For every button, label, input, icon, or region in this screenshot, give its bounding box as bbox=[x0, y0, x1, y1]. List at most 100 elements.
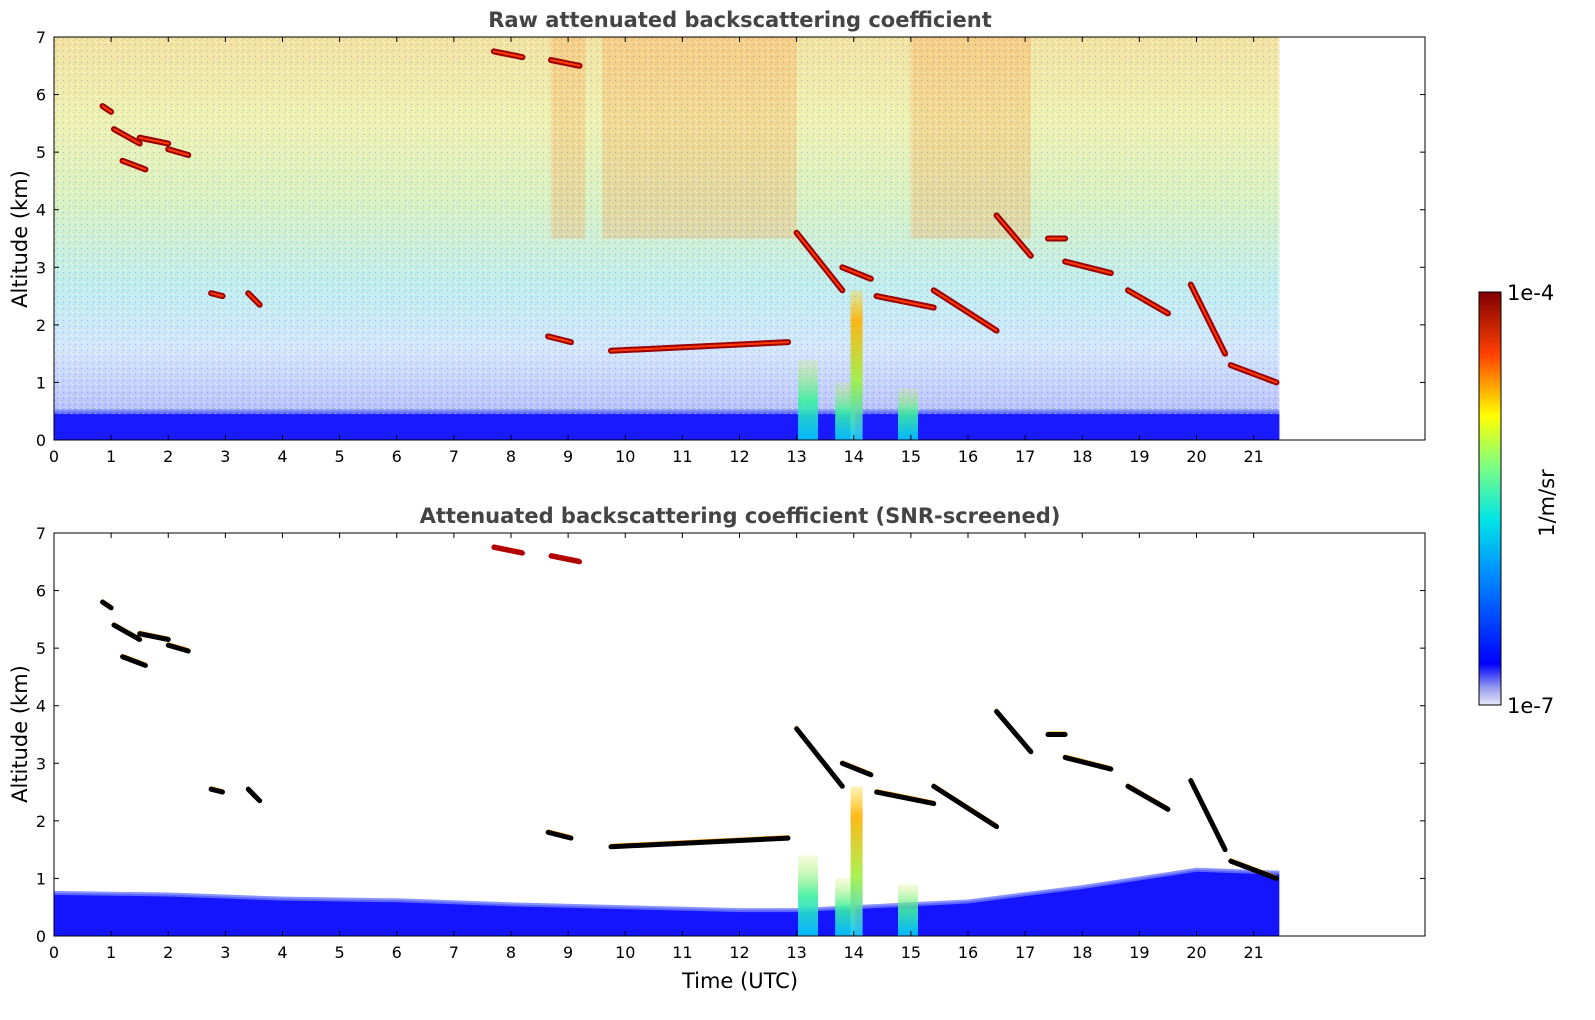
cloud-layer bbox=[208, 786, 226, 795]
snr-y-axis-label: Altitude (km) bbox=[8, 665, 32, 803]
cloud-layer bbox=[994, 708, 1034, 755]
aerosol-plume bbox=[798, 855, 819, 936]
x-tick-label: 9 bbox=[563, 447, 573, 466]
aerosol-plume bbox=[835, 878, 856, 936]
cloud-layer bbox=[608, 835, 791, 850]
x-tick-label: 12 bbox=[729, 447, 749, 466]
cloud-layer bbox=[120, 654, 148, 668]
x-tick-label: 8 bbox=[506, 447, 516, 466]
cloud-layer bbox=[1125, 783, 1171, 812]
y-tick-label: 5 bbox=[36, 639, 46, 658]
y-tick-label: 4 bbox=[36, 201, 46, 220]
surface-layer bbox=[54, 414, 1280, 440]
x-tick-label: 2 bbox=[163, 943, 173, 962]
cloud-layer-edge bbox=[1189, 283, 1227, 355]
x-tick-label: 19 bbox=[1129, 447, 1149, 466]
x-tick-label: 5 bbox=[335, 447, 345, 466]
noise-speckle bbox=[54, 37, 1280, 440]
y-tick-label: 3 bbox=[36, 754, 46, 773]
cloud-layer-edge bbox=[121, 159, 147, 171]
x-tick-label: 2 bbox=[163, 447, 173, 466]
cloud-layer-edge bbox=[609, 341, 790, 352]
aerosol-plume bbox=[898, 884, 919, 936]
cloud-layer-edge bbox=[247, 292, 261, 306]
x-tick-label: 11 bbox=[672, 447, 692, 466]
cloud-layer-edge bbox=[841, 266, 872, 280]
x-tick-label: 13 bbox=[786, 447, 806, 466]
x-tick-label: 3 bbox=[220, 447, 230, 466]
snr-panel-title: Attenuated backscattering coefficient (S… bbox=[420, 504, 1061, 528]
x-tick-label: 17 bbox=[1015, 447, 1035, 466]
x-tick-label: 5 bbox=[335, 943, 345, 962]
x-tick-label: 14 bbox=[844, 943, 864, 962]
cloud-layer bbox=[874, 789, 937, 807]
cloud-layer bbox=[794, 726, 845, 789]
x-tick-label: 12 bbox=[729, 943, 749, 962]
aerosol-plume bbox=[835, 382, 856, 440]
cloud-layer bbox=[491, 544, 525, 556]
colorbar-gradient bbox=[1478, 291, 1502, 706]
x-tick-label: 0 bbox=[49, 943, 59, 962]
cloud-layer-edge bbox=[492, 50, 524, 59]
x-tick-label: 15 bbox=[901, 447, 921, 466]
x-tick-label: 20 bbox=[1186, 943, 1206, 962]
cloud-layer-edge bbox=[549, 59, 581, 67]
x-tick-label: 4 bbox=[277, 447, 287, 466]
cloud-layer bbox=[137, 631, 171, 643]
x-tick-label: 20 bbox=[1186, 447, 1206, 466]
cloud-layer bbox=[1062, 755, 1114, 772]
x-tick-label: 6 bbox=[392, 943, 402, 962]
x-tick-label: 3 bbox=[220, 943, 230, 962]
x-tick-label: 16 bbox=[958, 447, 978, 466]
x-tick-label: 10 bbox=[615, 447, 635, 466]
cloud-layer-edge bbox=[167, 148, 190, 157]
cloud-layer bbox=[1228, 858, 1279, 881]
x-tick-label: 15 bbox=[901, 943, 921, 962]
x-tick-label: 16 bbox=[958, 943, 978, 962]
colorbar-max-label: 1e-4 bbox=[1507, 281, 1554, 305]
raw-panel-axes: 0 1 2 3 4 5 6 7 8 9 10 11 12 13 14 15 16 17 18 19 20 21012345… bbox=[36, 28, 1426, 466]
cloud-layer bbox=[548, 553, 583, 565]
y-tick-label: 7 bbox=[36, 524, 46, 543]
cloud-layer-edge bbox=[875, 295, 935, 309]
x-tick-label: 8 bbox=[506, 943, 516, 962]
cloud-layer-edge bbox=[995, 214, 1032, 257]
x-tick-label: 1 bbox=[106, 447, 116, 466]
y-tick-label: 5 bbox=[36, 143, 46, 162]
cloud-layer-edge bbox=[795, 231, 844, 292]
colorbar-units-label: 1/m/sr bbox=[1535, 469, 1559, 537]
y-tick-label: 0 bbox=[36, 927, 46, 946]
boundary-layer-edge bbox=[53, 867, 1280, 913]
aerosol-plume bbox=[850, 786, 863, 936]
cloud-layer-edge bbox=[1126, 289, 1169, 315]
x-tick-label: 6 bbox=[392, 447, 402, 466]
x-tick-label: 11 bbox=[672, 943, 692, 962]
x-tick-label: 4 bbox=[277, 943, 287, 962]
x-tick-label: 1 bbox=[106, 943, 116, 962]
y-tick-label: 7 bbox=[36, 28, 46, 47]
snr-heatmap-plot bbox=[53, 544, 1280, 936]
x-tick-label: 21 bbox=[1243, 447, 1263, 466]
cloud-layer-edge bbox=[1229, 364, 1278, 384]
y-tick-label: 6 bbox=[36, 582, 46, 601]
x-tick-label: 14 bbox=[844, 447, 864, 466]
raw-panel-title: Raw attenuated backscattering coefficien… bbox=[488, 8, 992, 32]
x-tick-label: 0 bbox=[49, 447, 59, 466]
x-tick-label: 19 bbox=[1129, 943, 1149, 962]
y-tick-label: 0 bbox=[36, 431, 46, 450]
raw-heatmap-plot bbox=[54, 37, 1280, 440]
cloud-layer bbox=[931, 783, 1000, 830]
x-tick-label: 13 bbox=[786, 943, 806, 962]
cloud-layer bbox=[1188, 778, 1228, 853]
snr-screened-panel: Attenuated backscattering coefficient (S… bbox=[8, 504, 1426, 993]
aerosol-plume bbox=[898, 388, 919, 440]
cloud-layer-edge bbox=[1064, 260, 1112, 275]
aerosol-plume bbox=[798, 359, 819, 440]
x-tick-label: 18 bbox=[1072, 943, 1092, 962]
cloud-layer bbox=[545, 829, 574, 841]
time-x-axis-label: Time (UTC) bbox=[681, 969, 798, 993]
cloud-layer bbox=[100, 599, 114, 611]
boundary-layer bbox=[54, 869, 1280, 936]
x-tick-label: 7 bbox=[449, 943, 459, 962]
y-tick-label: 2 bbox=[36, 812, 46, 831]
